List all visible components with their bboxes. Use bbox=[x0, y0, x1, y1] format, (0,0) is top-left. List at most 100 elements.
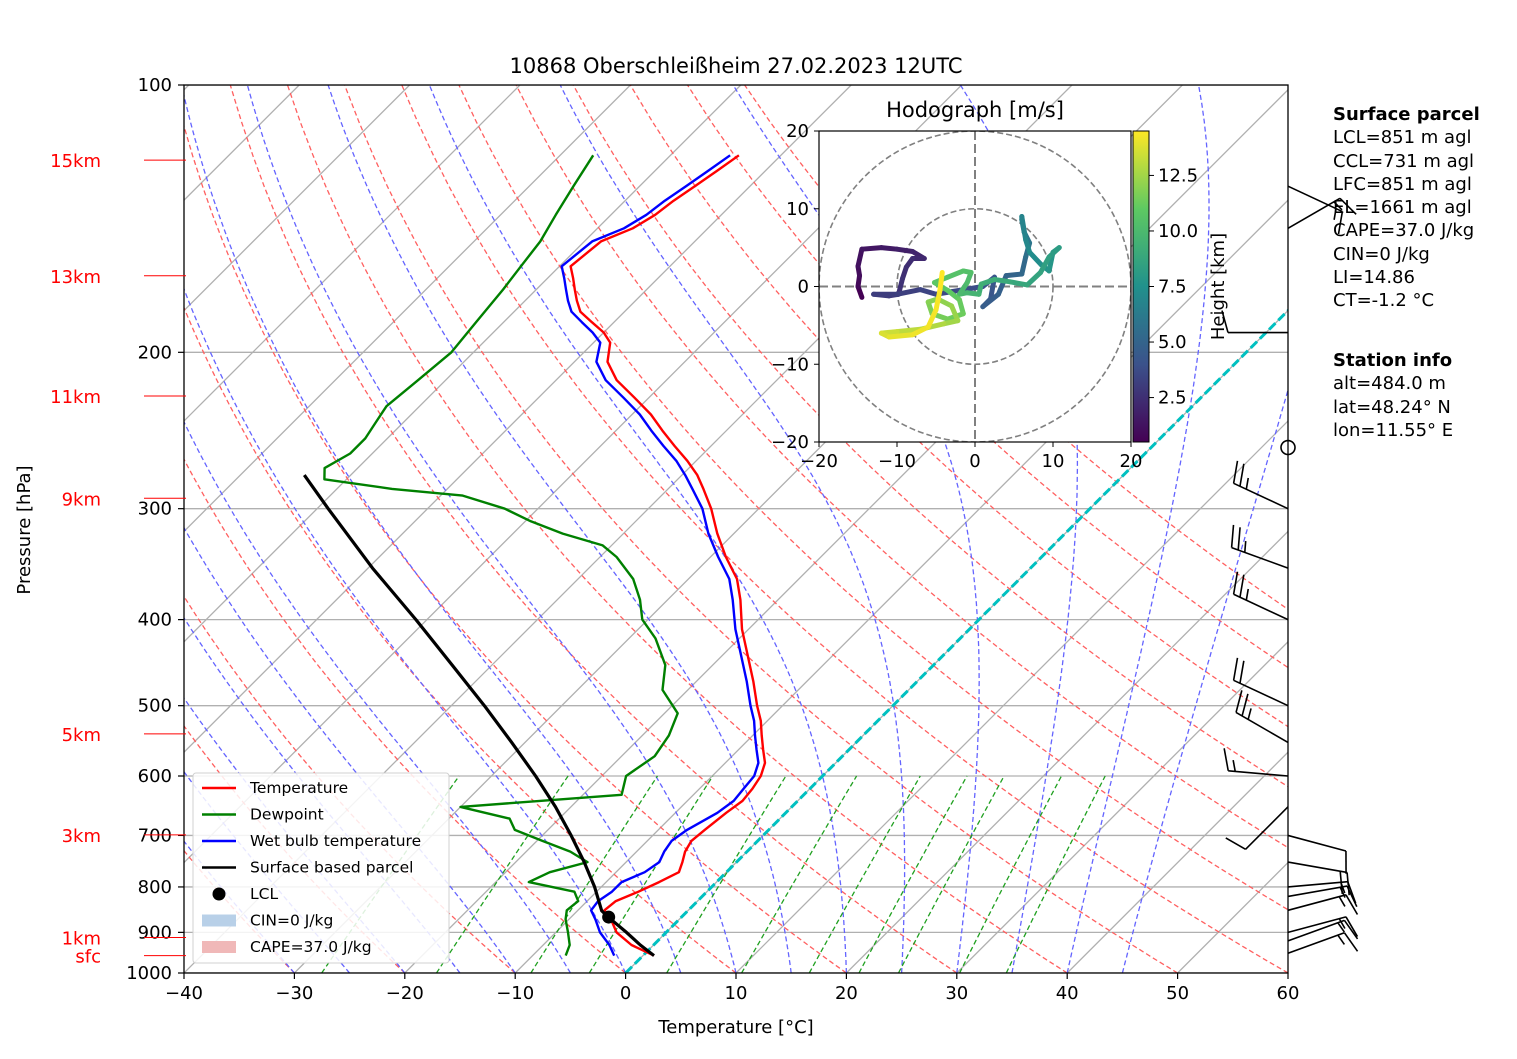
mixing-ratio-line bbox=[808, 775, 921, 973]
x-axis-label: Temperature [°C] bbox=[657, 1017, 813, 1038]
y-tick-label: 700 bbox=[138, 825, 172, 846]
moist-adiabat bbox=[1066, 85, 1210, 973]
mixing-ratio-line bbox=[530, 775, 659, 973]
wind-barb bbox=[1232, 657, 1289, 707]
x-tick-label: 30 bbox=[945, 983, 968, 1004]
x-tick-label: 10 bbox=[725, 983, 748, 1004]
y-tick-label: 600 bbox=[138, 766, 172, 787]
barb-half-feather bbox=[1245, 588, 1250, 601]
hodograph-segment bbox=[894, 246, 916, 255]
wind-barb bbox=[1287, 834, 1347, 874]
barb-half-feather bbox=[1333, 208, 1337, 220]
dry-adiabat bbox=[343, 85, 1178, 973]
mixing-ratio-line bbox=[666, 775, 787, 973]
barb-staff bbox=[1287, 919, 1345, 942]
cin-value: CIN=0 J/kg bbox=[1333, 243, 1430, 265]
hodo-x-tick-label: −10 bbox=[878, 451, 916, 472]
barb-half-feather bbox=[1338, 918, 1346, 929]
y-tick-label: 900 bbox=[138, 922, 172, 943]
hodograph-segment bbox=[1019, 254, 1029, 277]
dry-adiabat bbox=[401, 85, 1288, 973]
barb-half-feather bbox=[1337, 934, 1346, 945]
height-label: 11km bbox=[50, 387, 101, 408]
hodograph-segment bbox=[949, 303, 961, 324]
hodograph-segment bbox=[855, 246, 865, 269]
hodograph: −20 −10 0 10 20 −20 −10 0 10 20 Hodograph [m/s] 2.5… bbox=[771, 98, 1229, 472]
y-tick-label: 1000 bbox=[126, 963, 172, 984]
barb-feather bbox=[1241, 693, 1249, 717]
wind-barb bbox=[1223, 748, 1289, 777]
mixing-ratio-line bbox=[435, 775, 569, 973]
isotherm bbox=[184, 85, 852, 754]
barb-feather bbox=[1347, 881, 1357, 904]
colorbar-tick-label: 7.5 bbox=[1158, 277, 1187, 298]
x-tick-label: −30 bbox=[275, 983, 313, 1004]
wind-barb bbox=[1287, 185, 1344, 235]
hodo-y-tick-label: 0 bbox=[798, 277, 809, 298]
ccl-value: CCL=731 m agl bbox=[1333, 150, 1475, 172]
mixing-ratio-line bbox=[959, 775, 1063, 973]
latitude-value: lat=48.24° N bbox=[1333, 396, 1451, 418]
lfc-value: LFC=851 m agl bbox=[1333, 173, 1472, 195]
barb-feather bbox=[1339, 197, 1357, 215]
y-tick-label: 400 bbox=[138, 610, 172, 631]
barb-feather bbox=[1225, 837, 1246, 850]
x-tick-label: 40 bbox=[1056, 983, 1079, 1004]
wind-barb bbox=[1287, 861, 1350, 896]
x-tick-label: −40 bbox=[165, 983, 203, 1004]
surface-parcel-panel: Surface parcel LCL=851 m agl CCL=731 m a… bbox=[1333, 103, 1480, 313]
dry-adiabat bbox=[458, 85, 1288, 911]
barb-half-feather bbox=[1247, 708, 1252, 720]
barb-staff bbox=[1287, 861, 1348, 874]
hodo-x-tick-label: 20 bbox=[1120, 451, 1143, 472]
barb-half-feather bbox=[1243, 540, 1247, 553]
barb-staff bbox=[1287, 185, 1343, 213]
dry-adiabat bbox=[286, 85, 1068, 973]
hodo-y-tick-label: 10 bbox=[786, 199, 809, 220]
mixing-ratio-line bbox=[588, 775, 714, 973]
legend-box bbox=[192, 772, 450, 964]
x-tick-label: 50 bbox=[1166, 983, 1189, 1004]
height-label: 13km bbox=[50, 267, 101, 288]
height-label: 9km bbox=[62, 489, 101, 510]
barb-feather bbox=[1337, 211, 1344, 235]
y-tick-label: 200 bbox=[138, 342, 172, 363]
mixing-ratio-line bbox=[741, 775, 858, 973]
wind-barb bbox=[1287, 919, 1359, 942]
wind-barbs bbox=[1221, 185, 1359, 954]
barb-feather bbox=[1346, 885, 1358, 908]
wind-barb bbox=[1287, 931, 1359, 954]
legend-swatch-patch bbox=[202, 941, 236, 953]
barb-staff bbox=[1287, 197, 1341, 229]
isotherm bbox=[845, 530, 1288, 973]
barb-feather bbox=[1232, 657, 1239, 681]
barb-feather bbox=[1239, 574, 1245, 598]
isotherm bbox=[184, 85, 631, 533]
barb-staff bbox=[1235, 711, 1289, 744]
hodograph-segment bbox=[1019, 214, 1029, 243]
barb-feather bbox=[1221, 310, 1229, 333]
hodograph-segment bbox=[925, 307, 939, 330]
barb-staff bbox=[1231, 546, 1289, 569]
hodograph-segment bbox=[894, 326, 923, 335]
barb-half-feather bbox=[1340, 882, 1346, 894]
barb-staff bbox=[1287, 916, 1347, 934]
freezing-isotherm bbox=[624, 308, 1288, 973]
isotherm bbox=[184, 85, 742, 643]
colorbar bbox=[1132, 130, 1150, 443]
height-label: 5km bbox=[62, 725, 101, 746]
hodo-x-tick-label: −20 bbox=[800, 451, 838, 472]
station-info-panel: Station info alt=484.0 m lat=48.24° N lo… bbox=[1333, 349, 1453, 442]
barb-feather bbox=[1239, 660, 1245, 684]
cape-value: CAPE=37.0 J/kg bbox=[1333, 220, 1475, 242]
dry-adiabat bbox=[184, 595, 516, 973]
chart-title: 10868 Oberschleißheim 27.02.2023 12UTC bbox=[510, 54, 963, 78]
hodograph-segment bbox=[894, 287, 923, 297]
barb-feather bbox=[1343, 932, 1359, 952]
moist-adiabat bbox=[184, 287, 627, 973]
barb-feather bbox=[1232, 571, 1239, 595]
x-tick-label: 60 bbox=[1277, 983, 1300, 1004]
hodograph-clip bbox=[819, 131, 1131, 442]
hodograph-title: Hodograph [m/s] bbox=[886, 98, 1064, 122]
x-tick-label: −10 bbox=[496, 983, 534, 1004]
